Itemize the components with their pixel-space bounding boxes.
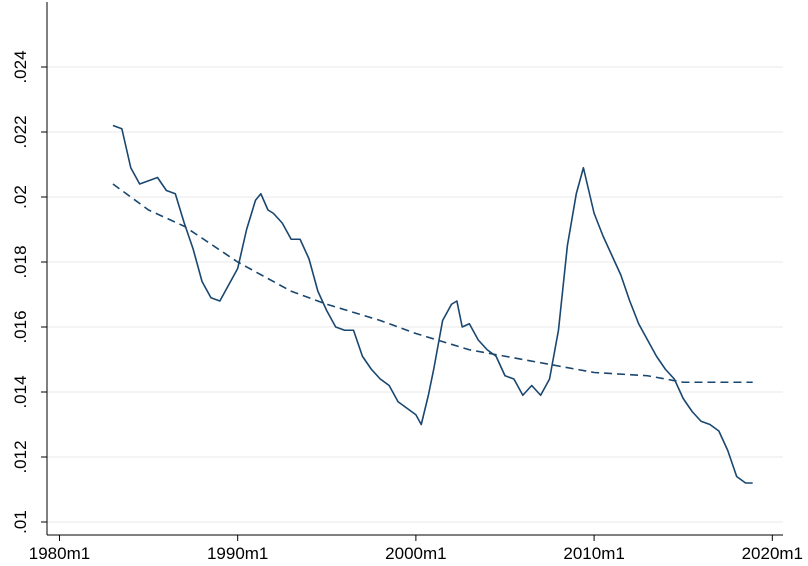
y-tick-label: .022 (11, 115, 30, 148)
y-tick-label: .01 (11, 510, 30, 534)
y-tick-label: .024 (11, 50, 30, 83)
y-tick-label: .02 (11, 185, 30, 209)
trend-line (112, 183, 753, 384)
data-line (112, 124, 753, 484)
x-tick-label: 1990m1 (207, 544, 268, 563)
x-tick-label: 2000m1 (385, 544, 446, 563)
x-tick-label: 1980m1 (29, 544, 90, 563)
x-tick-label: 2020m1 (742, 544, 803, 563)
y-tick-label: .016 (11, 310, 30, 343)
y-tick-label: .014 (11, 375, 30, 408)
y-tick-label: .012 (11, 440, 30, 473)
y-tick-label: .018 (11, 245, 30, 278)
x-tick-label: 2010m1 (563, 544, 624, 563)
